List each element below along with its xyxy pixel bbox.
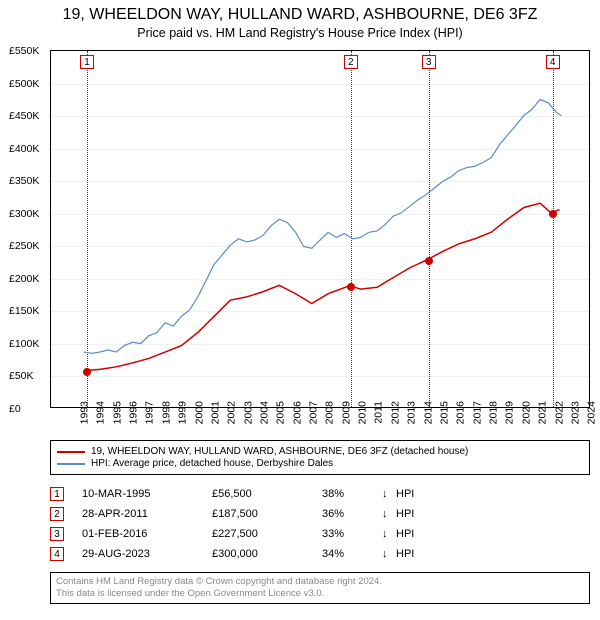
transaction-marker: 2 [50, 507, 64, 521]
legend-label: HPI: Average price, detached house, Derb… [91, 458, 333, 469]
transaction-price: £227,500 [212, 528, 322, 540]
line-series-svg [51, 51, 589, 407]
legend-swatch [57, 463, 85, 465]
y-axis-label: £300K [9, 208, 39, 220]
price-dot [83, 368, 91, 376]
transaction-row: 1 10-MAR-1995£56,50038%↓HPI [50, 484, 590, 504]
transaction-hpi-tag: HPI [396, 488, 414, 500]
transaction-pct: 34% [322, 548, 382, 560]
transaction-date: 01-FEB-2016 [82, 528, 212, 540]
marker-box: 1 [80, 55, 94, 69]
price-dot [425, 257, 433, 265]
y-axis-label: £200K [9, 273, 39, 285]
y-axis-label: £400K [9, 143, 39, 155]
title-line-2: Price paid vs. HM Land Registry's House … [0, 26, 600, 40]
y-axis-label: £500K [9, 78, 39, 90]
transaction-row: 3 01-FEB-2016£227,50033%↓HPI [50, 524, 590, 544]
down-arrow-icon: ↓ [382, 508, 396, 520]
attribution-line-1: Contains HM Land Registry data © Crown c… [56, 576, 584, 588]
y-axis-label: £50K [9, 370, 34, 382]
transaction-marker: 3 [50, 527, 64, 541]
transaction-date: 29-AUG-2023 [82, 548, 212, 560]
price-dot [347, 283, 355, 291]
transaction-marker: 4 [50, 547, 64, 561]
y-axis-label: £250K [9, 240, 39, 252]
transaction-price: £187,500 [212, 508, 322, 520]
transaction-price: £300,000 [212, 548, 322, 560]
price-dot [549, 210, 557, 218]
chart-area: £0£50K£100K£150K£200K£250K£300K£350K£400… [50, 50, 590, 430]
y-axis-label: £150K [9, 305, 39, 317]
y-axis-label: £100K [9, 338, 39, 350]
transaction-row: 4 29-AUG-2023£300,00034%↓HPI [50, 544, 590, 564]
y-axis-label: £550K [9, 45, 39, 57]
legend-swatch [57, 451, 85, 453]
transaction-pct: 33% [322, 528, 382, 540]
y-axis-label: £350K [9, 175, 39, 187]
transaction-date: 10-MAR-1995 [82, 488, 212, 500]
marker-box: 3 [422, 55, 436, 69]
down-arrow-icon: ↓ [382, 488, 396, 500]
transaction-pct: 38% [322, 488, 382, 500]
attribution-line-2: This data is licensed under the Open Gov… [56, 588, 584, 600]
y-axis-label: £0 [9, 403, 21, 415]
marker-box: 4 [546, 55, 560, 69]
transaction-hpi-tag: HPI [396, 528, 414, 540]
transaction-price: £56,500 [212, 488, 322, 500]
series-hpi [84, 100, 562, 354]
legend-item: HPI: Average price, detached house, Derb… [57, 458, 583, 469]
down-arrow-icon: ↓ [382, 548, 396, 560]
title-line-1: 19, WHEELDON WAY, HULLAND WARD, ASHBOURN… [0, 6, 600, 24]
y-axis-label: £450K [9, 110, 39, 122]
transaction-row: 2 28-APR-2011£187,50036%↓HPI [50, 504, 590, 524]
series-price_paid [87, 203, 560, 370]
legend: 19, WHEELDON WAY, HULLAND WARD, ASHBOURN… [50, 440, 590, 475]
legend-item: 19, WHEELDON WAY, HULLAND WARD, ASHBOURN… [57, 446, 583, 457]
transactions-table: 110-MAR-1995£56,50038%↓HPI228-APR-2011£1… [50, 484, 590, 564]
marker-box: 2 [344, 55, 358, 69]
legend-label: 19, WHEELDON WAY, HULLAND WARD, ASHBOURN… [91, 446, 468, 457]
transaction-marker: 1 [50, 487, 64, 501]
transaction-date: 28-APR-2011 [82, 508, 212, 520]
plot-region: £0£50K£100K£150K£200K£250K£300K£350K£400… [50, 50, 590, 408]
down-arrow-icon: ↓ [382, 528, 396, 540]
chart-title: 19, WHEELDON WAY, HULLAND WARD, ASHBOURN… [0, 0, 600, 42]
attribution: Contains HM Land Registry data © Crown c… [50, 572, 590, 604]
transaction-hpi-tag: HPI [396, 548, 414, 560]
transaction-pct: 36% [322, 508, 382, 520]
transaction-hpi-tag: HPI [396, 508, 414, 520]
